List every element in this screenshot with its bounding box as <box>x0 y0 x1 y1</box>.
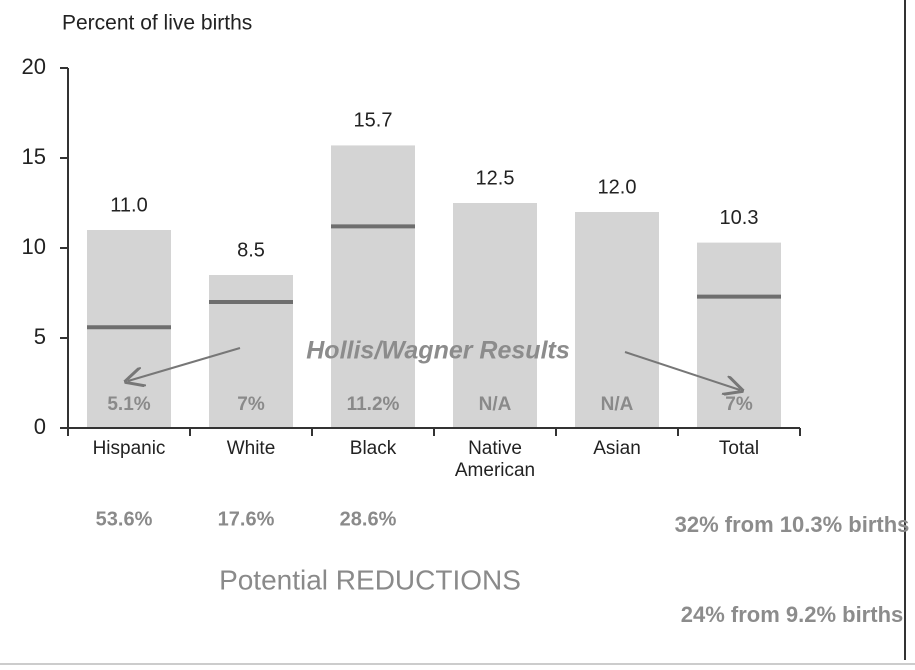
arrow <box>128 347 241 381</box>
reduction-title: Potential REDUCTIONS <box>219 564 521 595</box>
bar <box>453 203 537 428</box>
value-label: 11.0 <box>110 194 147 216</box>
x-tick-label: Native American <box>454 438 536 481</box>
y-axis-label: Percent of live births <box>62 12 252 35</box>
value-label: 12.5 <box>476 167 515 189</box>
result-label: 5.1% <box>107 394 150 415</box>
reduction-label: 17.6% <box>218 508 275 530</box>
annotation: Hollis/Wagner Results <box>306 337 570 365</box>
y-tick-label: 5 <box>34 324 46 349</box>
x-tick-label: Hispanic <box>92 438 166 459</box>
y-tick-label: 20 <box>22 54 46 79</box>
result-label: N/A <box>601 394 634 415</box>
result-label: 11.2% <box>347 394 400 415</box>
total-note: 32% from 10.3% births <box>674 512 910 537</box>
value-label: 12.0 <box>598 176 637 198</box>
x-tick-label: Total <box>718 438 760 459</box>
reduction-label: 28.6% <box>340 508 397 530</box>
value-label: 10.3 <box>720 207 759 229</box>
bar <box>575 212 659 428</box>
total-note: 24% from 9.2% births <box>680 602 904 627</box>
x-tick-label: White <box>226 438 276 459</box>
y-tick-label: 0 <box>34 414 46 439</box>
arrow <box>624 351 740 390</box>
reduction-label: 53.6% <box>96 508 153 530</box>
bar <box>697 242 781 428</box>
result-label: 7% <box>725 394 753 415</box>
y-tick-label: 15 <box>22 144 46 169</box>
bar <box>331 145 415 428</box>
x-tick-label: Black <box>349 438 397 459</box>
value-label: 15.7 <box>354 110 393 132</box>
value-label: 8.5 <box>237 239 265 261</box>
x-tick-label: Asian <box>593 438 641 459</box>
y-tick-label: 10 <box>22 234 46 259</box>
result-label: N/A <box>479 394 512 415</box>
result-label: 7% <box>237 394 265 415</box>
